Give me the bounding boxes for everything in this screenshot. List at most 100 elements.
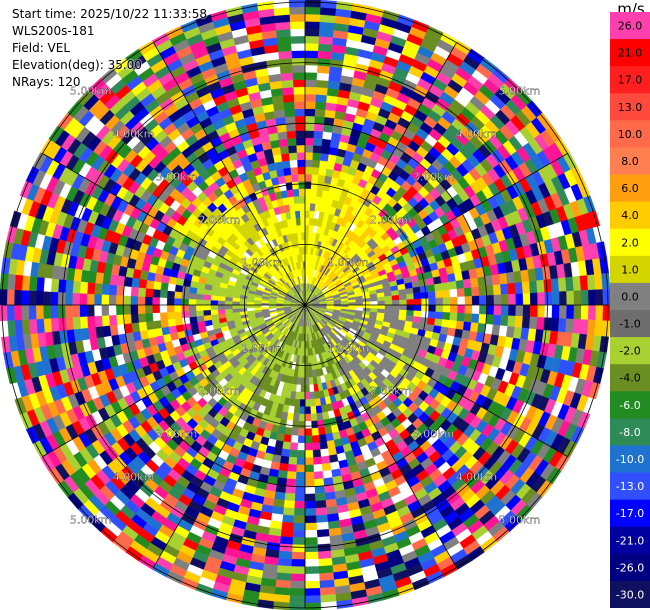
velocity-gate <box>304 210 311 219</box>
velocity-gate <box>291 420 300 429</box>
velocity-gate <box>442 312 451 321</box>
velocity-gate <box>161 326 171 336</box>
velocity-gate <box>594 320 603 337</box>
velocity-gate <box>145 288 154 298</box>
velocity-gate <box>572 275 582 292</box>
velocity-gate <box>413 304 422 312</box>
velocity-gate <box>312 159 321 168</box>
velocity-gate <box>425 277 435 286</box>
velocity-gate <box>239 304 248 309</box>
velocity-gate <box>296 457 306 466</box>
velocity-gate <box>152 312 161 322</box>
velocity-gate <box>304 515 317 524</box>
velocity-gate <box>313 478 325 487</box>
velocity-gate <box>486 304 495 316</box>
velocity-gate <box>507 282 516 295</box>
velocity-gate <box>448 320 458 330</box>
velocity-gate <box>159 289 168 298</box>
velocity-gate <box>131 277 140 288</box>
velocity-gate <box>377 296 386 302</box>
velocity-gate <box>559 291 567 306</box>
velocity-gate <box>595 289 604 306</box>
velocity-gate <box>435 311 444 320</box>
velocity-gate <box>224 300 233 306</box>
velocity-gate <box>283 167 292 176</box>
velocity-gate <box>318 167 327 176</box>
velocity-gate <box>370 301 378 306</box>
velocity-gate <box>0 272 9 290</box>
velocity-gate <box>316 521 329 531</box>
velocity-gate <box>434 283 443 292</box>
velocity-gate <box>304 93 317 102</box>
velocity-gate <box>355 301 364 306</box>
velocity-gate <box>35 304 44 320</box>
velocity-gate <box>0 288 8 306</box>
velocity-gate <box>282 507 295 516</box>
velocity-gate <box>304 602 322 610</box>
velocity-gate <box>304 203 311 211</box>
velocity-gate <box>320 455 331 465</box>
velocity-gate <box>579 319 589 335</box>
velocity-gate <box>310 188 318 197</box>
velocity-gate <box>442 304 451 313</box>
velocity-gate <box>320 448 330 458</box>
velocity-gate <box>318 572 335 582</box>
velocity-gate <box>0 304 8 322</box>
velocity-gate <box>301 370 306 378</box>
velocity-gate <box>28 304 37 320</box>
velocity-gate <box>281 79 294 89</box>
velocity-gate <box>450 296 458 306</box>
velocity-gate <box>449 288 458 298</box>
velocity-gate <box>507 315 516 328</box>
velocity-gate <box>282 514 295 524</box>
velocity-gate <box>318 557 333 567</box>
velocity-gate <box>152 288 161 298</box>
velocity-gate <box>278 50 293 60</box>
velocity-gate <box>471 295 480 306</box>
velocity-gate <box>289 595 306 604</box>
velocity-gate <box>21 290 30 306</box>
velocity-gate <box>304 13 321 22</box>
velocity-gate <box>471 286 480 297</box>
velocity-gate <box>159 304 168 313</box>
velocity-gate <box>50 304 59 319</box>
velocity-gate <box>317 543 331 553</box>
velocity-gate <box>304 130 315 139</box>
velocity-gate <box>304 406 311 415</box>
velocity-gate <box>348 302 357 306</box>
velocity-gate <box>232 301 240 306</box>
velocity-gate <box>277 43 292 53</box>
velocity-gate <box>391 299 400 306</box>
velocity-gate <box>522 293 531 306</box>
velocity-gate <box>421 304 429 312</box>
velocity-gate <box>299 391 306 400</box>
velocity-gate <box>288 456 298 465</box>
velocity-gate <box>320 145 331 155</box>
velocity-gate <box>311 166 320 175</box>
velocity-gate <box>79 293 88 306</box>
velocity-gate <box>203 314 212 322</box>
velocity-gate <box>275 21 291 31</box>
velocity-gate <box>292 529 306 538</box>
velocity-gate <box>398 294 407 301</box>
velocity-gate <box>282 160 291 169</box>
velocity-gate <box>57 304 66 319</box>
velocity-gate <box>304 580 320 589</box>
velocity-gate <box>457 296 466 306</box>
velocity-gate <box>278 462 289 472</box>
velocity-gate <box>138 278 148 289</box>
velocity-gate <box>43 291 51 306</box>
velocity-gate <box>290 435 299 444</box>
velocity-gate <box>21 319 31 335</box>
velocity-gate <box>101 283 110 295</box>
velocity-gate <box>297 442 306 451</box>
velocity-gate <box>500 294 509 306</box>
velocity-gate <box>470 277 479 288</box>
velocity-gate <box>285 478 297 487</box>
velocity-gate <box>115 294 124 306</box>
velocity-gate <box>551 304 560 319</box>
velocity-gate <box>108 284 118 296</box>
velocity-gate <box>304 79 317 88</box>
velocity-gate <box>108 304 117 316</box>
velocity-gate <box>316 79 329 89</box>
